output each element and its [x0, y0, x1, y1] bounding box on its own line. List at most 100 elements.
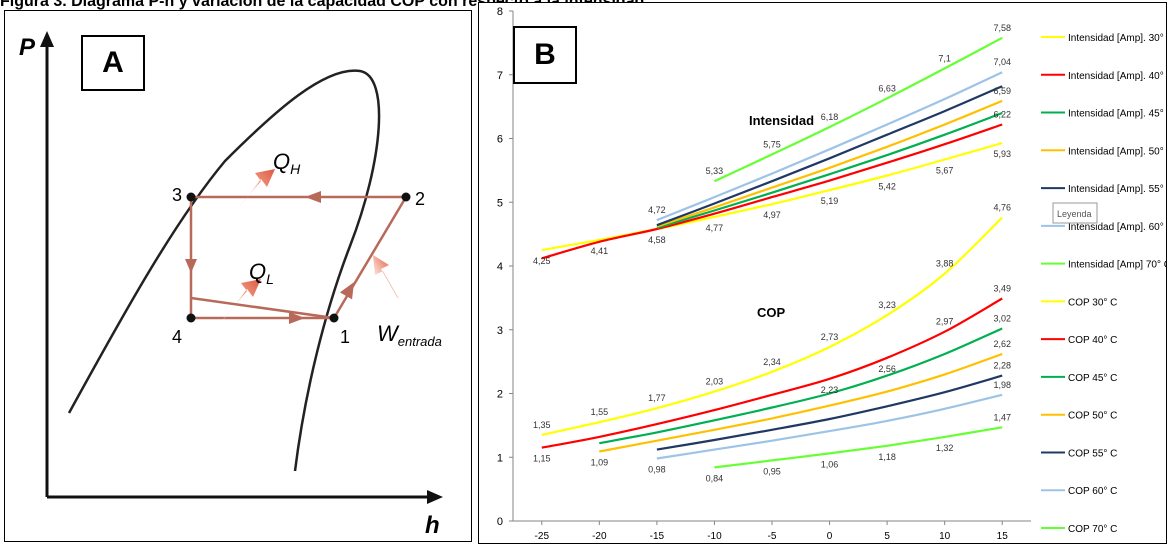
chart-legend: Intensidad [Amp]. 30° C Intensidad [Amp].… — [1041, 33, 1166, 535]
plot-area: 0 1 2 3 4 5 6 7 8 -25 -20 -15 -10 -5 0 5 10 15 4,72 5,33 5,7… — [497, 6, 1031, 542]
series-line-5 — [656, 71, 1003, 222]
arrow-1-2-icon — [339, 282, 354, 300]
state-label-4: 4 — [172, 327, 182, 347]
legend-entry-4: Intensidad [Amp]. 55° C — [1068, 184, 1166, 195]
refrigeration-cycle — [189, 195, 408, 320]
data-label: 5,19 — [821, 196, 839, 206]
intensidad-annotation: Intensidad — [749, 113, 814, 128]
data-label: 2,03 — [706, 377, 724, 387]
series-line-13 — [714, 426, 1003, 469]
data-label: 5,67 — [936, 166, 954, 176]
series-line-2 — [656, 111, 1003, 229]
legend-entry-1: Intensidad [Amp]. 40° C — [1068, 71, 1166, 82]
legend-entry-3: Intensidad [Amp]. 50° C — [1068, 146, 1166, 157]
legend-entry-5: Intensidad [Amp]. 60° C — [1068, 222, 1166, 233]
data-label: 5,75 — [763, 139, 781, 149]
x-tick-label: -15 — [650, 531, 665, 542]
panel-a-ph-diagram: A P h — [4, 10, 472, 542]
data-label: 5,42 — [878, 181, 896, 191]
legend-entry-6: Intensidad [Amp] 70° C — [1068, 260, 1166, 271]
data-label: 0,95 — [763, 466, 781, 476]
data-label: 4,97 — [763, 210, 781, 220]
data-label: 1,47 — [993, 412, 1011, 422]
data-label: 2,97 — [936, 317, 954, 327]
series-line-4 — [656, 85, 1003, 227]
state-label-3: 3 — [172, 185, 182, 205]
panel-a-label: A — [81, 35, 145, 91]
data-label: 7,1 — [938, 53, 951, 63]
legend-entry-10: COP 50° C — [1068, 411, 1117, 422]
ph-diagram-svg: P h 1 2 3 4 QH — [19, 31, 443, 539]
data-label: 2,34 — [763, 357, 781, 367]
qh-label: QH — [273, 149, 301, 177]
series-line-8 — [541, 297, 1003, 449]
ql-label: QL — [249, 259, 274, 287]
data-label: 3,23 — [878, 300, 896, 310]
arrow-3-4-icon — [185, 259, 197, 273]
state-point-1 — [329, 313, 339, 323]
state-label-1: 1 — [340, 327, 350, 347]
data-label: 5,93 — [993, 149, 1011, 159]
series-line-1 — [541, 123, 1003, 260]
series-line-12 — [656, 393, 1003, 460]
p-axis-label: P — [19, 34, 36, 61]
data-label: 6,22 — [993, 109, 1011, 119]
arrow-2-3-icon — [305, 191, 321, 203]
data-label: 3,88 — [936, 259, 954, 269]
data-label: 6,63 — [878, 83, 896, 93]
qh-heat-arrow-icon — [237, 169, 275, 211]
data-label: 1,18 — [878, 452, 896, 462]
legend-entry-13: COP 70° C — [1068, 524, 1117, 535]
x-tick-label: 15 — [997, 531, 1009, 542]
legend-tooltip-text: Leyenda — [1057, 209, 1092, 219]
y-tick-label: 6 — [497, 134, 503, 146]
data-label: 1,35 — [533, 420, 551, 430]
state-label-2: 2 — [415, 189, 425, 209]
data-label: 4,76 — [993, 203, 1011, 213]
series-line-6 — [713, 36, 1003, 183]
legend-entry-7: COP 30° C — [1068, 297, 1117, 308]
data-label: 1,98 — [993, 380, 1011, 390]
y-tick-label: 2 — [497, 389, 503, 401]
ph-axes — [40, 31, 443, 504]
x-tick-label: 5 — [884, 531, 890, 542]
data-label: 4,25 — [533, 256, 551, 266]
legend-entry-0: Intensidad [Amp]. 30° C — [1068, 33, 1166, 44]
data-label: 5,33 — [706, 166, 724, 176]
h-axis-arrow-icon — [427, 490, 443, 504]
x-tick-label: -25 — [535, 531, 550, 542]
cop-intensity-chart: 0 1 2 3 4 5 6 7 8 -25 -20 -15 -10 -5 0 5 10 15 4,72 5,33 5,7… — [497, 6, 1166, 542]
data-label: 3,49 — [993, 284, 1011, 294]
data-label: 2,73 — [821, 332, 839, 342]
cycle-line-4-1 — [190, 296, 335, 320]
y-tick-label: 3 — [497, 325, 503, 337]
series-line-3 — [656, 99, 1003, 228]
data-label: 4,41 — [591, 246, 609, 256]
y-tick-label: 5 — [497, 197, 503, 209]
figure-caption: Figura 3. Diagrama P-h y variación de la… — [0, 0, 645, 10]
data-label: 1,77 — [648, 393, 666, 403]
state-point-4 — [186, 313, 196, 323]
data-label: 7,58 — [993, 23, 1011, 33]
x-tick-label: -5 — [768, 531, 777, 542]
data-label: 1,32 — [936, 443, 954, 453]
cycle-line-1-2 — [332, 196, 408, 319]
legend-entry-12: COP 60° C — [1068, 486, 1117, 497]
y-tick-label: 0 — [497, 516, 503, 528]
y-tick-label: 8 — [497, 6, 503, 18]
x-tick-label: -10 — [707, 531, 722, 542]
data-label: 2,56 — [878, 364, 896, 374]
state-point-3 — [186, 192, 196, 202]
data-label: 0,84 — [706, 473, 724, 483]
arrow-4-1-icon — [289, 312, 305, 324]
data-label: 4,72 — [648, 205, 666, 215]
x-tick-label: 0 — [827, 531, 833, 542]
data-label: 6,59 — [993, 86, 1011, 96]
saturation-dome-curve — [67, 69, 381, 472]
legend-entry-11: COP 55° C — [1068, 448, 1117, 459]
series-line-7 — [541, 216, 1003, 436]
ql-heat-arrow-icon — [223, 279, 261, 321]
data-label: 2,23 — [821, 385, 839, 395]
data-label: 4,77 — [706, 223, 724, 233]
data-label: 6,18 — [821, 112, 839, 122]
